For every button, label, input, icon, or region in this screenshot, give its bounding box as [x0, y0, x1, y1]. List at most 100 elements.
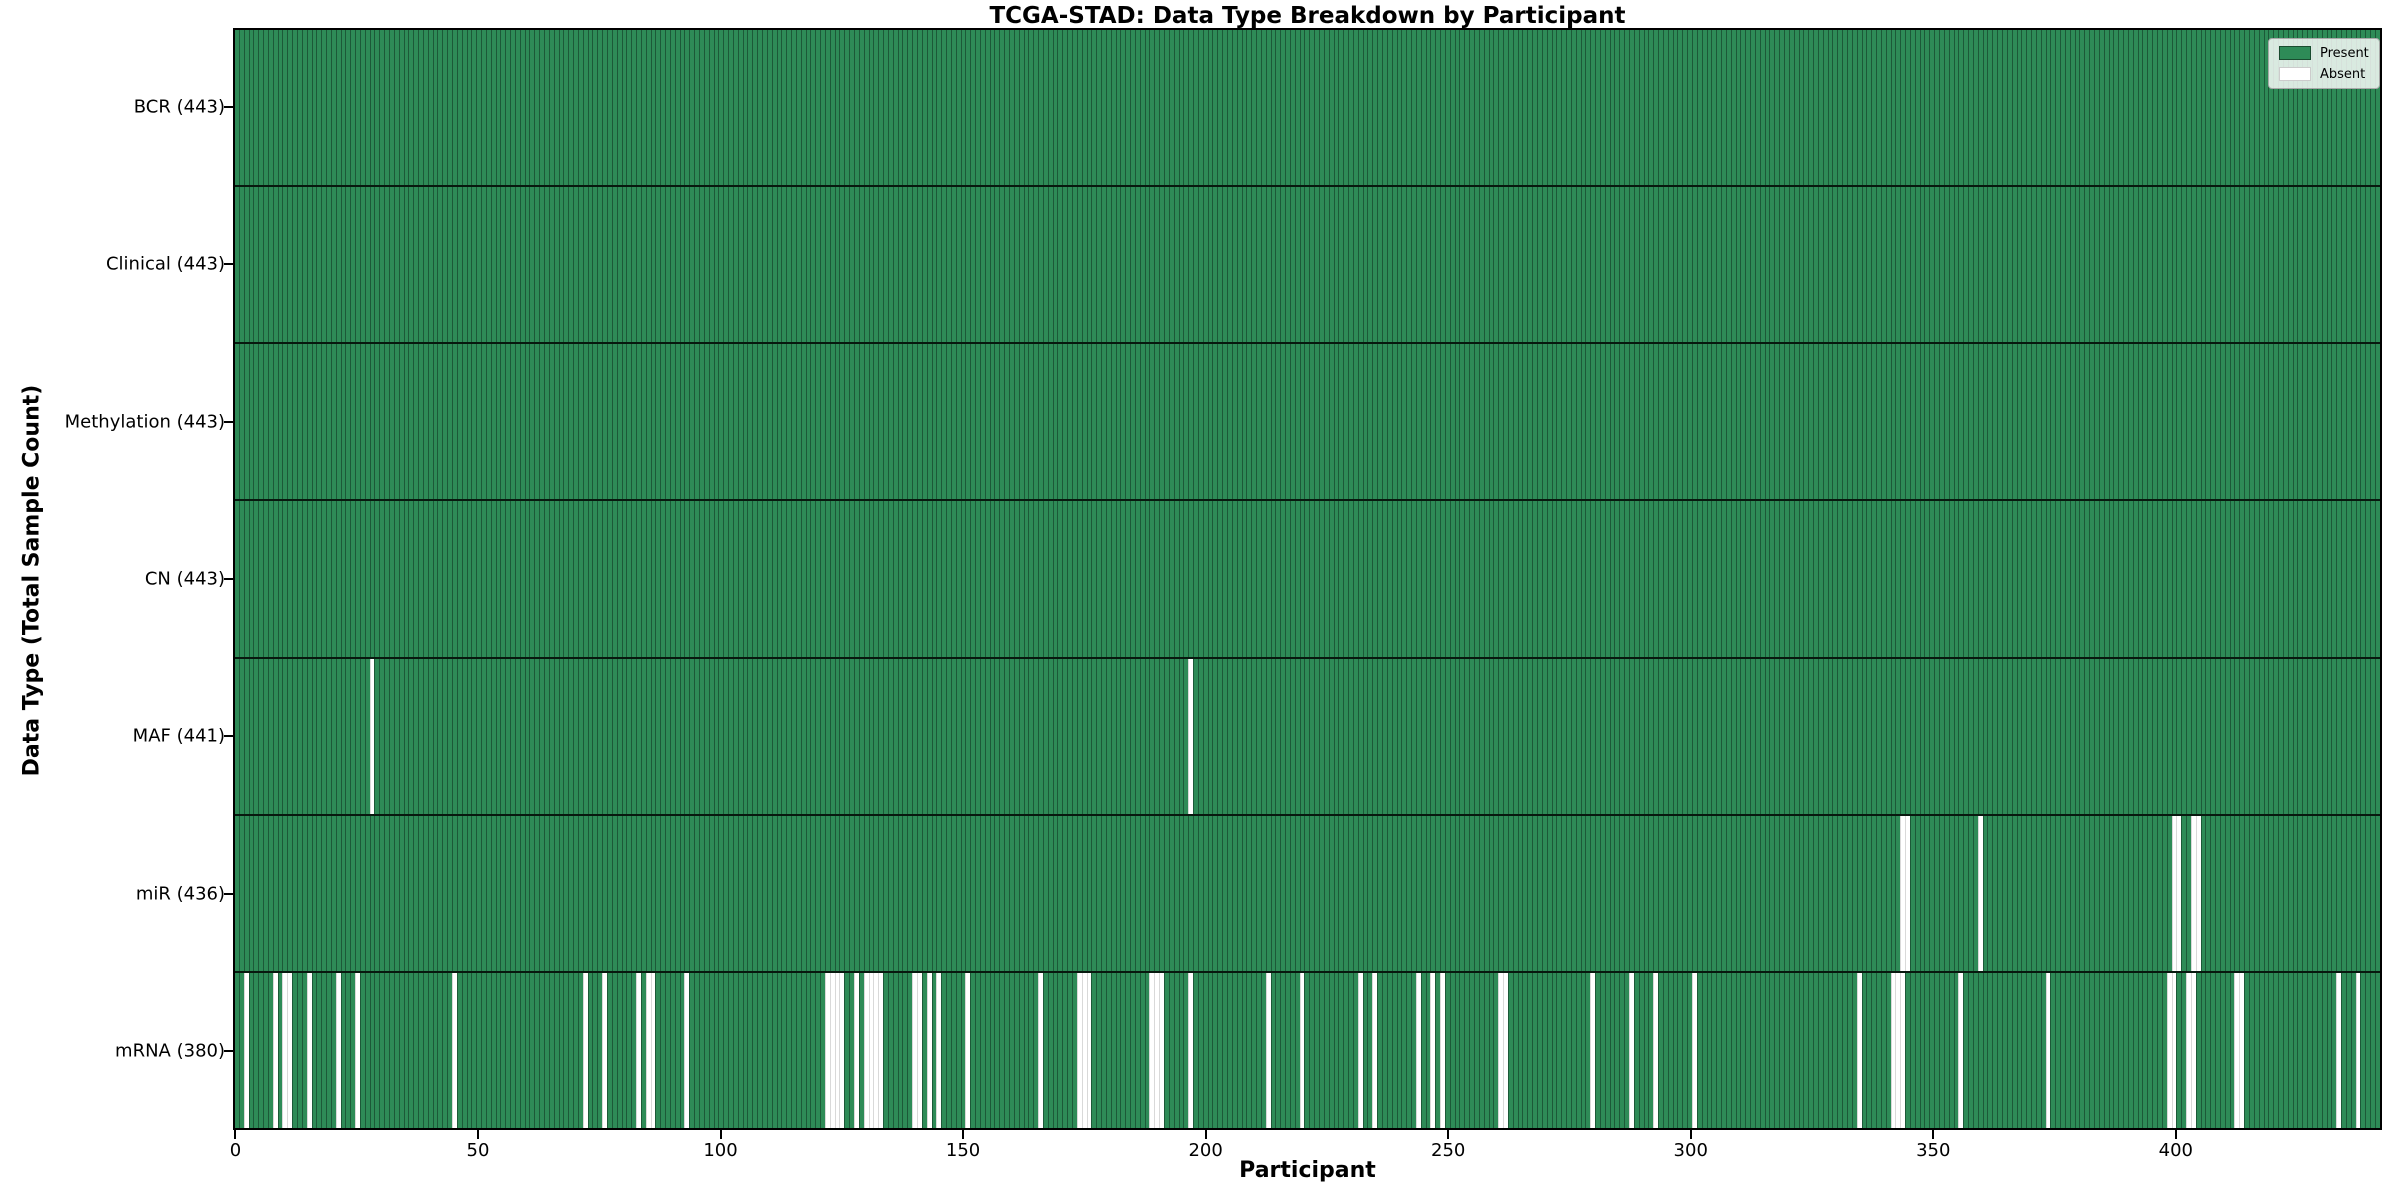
matrix-cell — [1474, 344, 1479, 500]
matrix-cell — [471, 815, 477, 971]
matrix-cell — [1822, 501, 1828, 657]
matrix-cell — [544, 658, 549, 814]
matrix-cell — [500, 30, 506, 186]
matrix-cell — [1653, 344, 1659, 500]
matrix-cell — [849, 658, 854, 814]
matrix-cell — [1507, 815, 1513, 971]
matrix-cell — [2156, 972, 2162, 1128]
matrix-cell — [1696, 344, 1702, 500]
matrix-cell — [1803, 501, 1809, 657]
matrix-cell — [766, 501, 772, 657]
matrix-cell — [301, 972, 307, 1128]
matrix-cell — [916, 658, 922, 814]
matrix-cell — [2031, 30, 2036, 186]
matrix-cell — [2307, 30, 2312, 186]
matrix-cell — [975, 658, 980, 814]
matrix-cell — [1779, 187, 1784, 343]
matrix-cell — [2229, 501, 2235, 657]
matrix-cell — [1769, 658, 1775, 814]
matrix-cell — [1275, 344, 1281, 500]
matrix-cell — [640, 658, 646, 814]
matrix-cell — [669, 815, 675, 971]
matrix-cell — [442, 972, 448, 1128]
matrix-cell — [854, 344, 859, 500]
matrix-cell — [1081, 658, 1087, 814]
matrix-cell — [660, 501, 666, 657]
matrix-cell — [1696, 187, 1702, 343]
matrix-cell — [235, 187, 239, 343]
matrix-cell — [432, 187, 438, 343]
matrix-cell — [1721, 30, 1726, 186]
matrix-cell — [2127, 187, 2133, 343]
matrix-cell — [2074, 815, 2080, 971]
matrix-cell — [1924, 972, 1930, 1128]
matrix-cell — [824, 501, 830, 657]
y-tick-label: BCR (443) — [133, 96, 225, 118]
matrix-cell — [1842, 815, 1847, 971]
matrix-cell — [2273, 30, 2279, 186]
matrix-cell — [1367, 30, 1373, 186]
matrix-cell — [1333, 344, 1339, 500]
matrix-cell — [916, 815, 922, 971]
matrix-cell — [1890, 344, 1896, 500]
matrix-cell — [1701, 344, 1707, 500]
matrix-cell — [1498, 187, 1504, 343]
matrix-cell — [795, 972, 801, 1128]
matrix-cell — [1352, 344, 1358, 500]
matrix-cell — [1842, 658, 1847, 814]
legend-swatch-present — [2279, 46, 2311, 60]
matrix-cell — [636, 658, 641, 814]
matrix-cell — [1614, 972, 1620, 1128]
matrix-cell — [984, 187, 990, 343]
matrix-cell — [946, 972, 951, 1128]
matrix-cell — [1566, 501, 1571, 657]
matrix-cell — [1168, 344, 1174, 500]
matrix-cell — [1905, 658, 1910, 814]
matrix-cell — [1948, 344, 1954, 500]
matrix-cell — [2026, 658, 2032, 814]
matrix-cell — [408, 187, 414, 343]
matrix-cell — [1798, 30, 1804, 186]
matrix-cell — [703, 187, 709, 343]
matrix-cell — [1725, 972, 1731, 1128]
matrix-cell — [1469, 815, 1474, 971]
matrix-cell — [1076, 187, 1082, 343]
matrix-cell — [1352, 815, 1358, 971]
matrix-cell — [626, 972, 632, 1128]
matrix-cell — [761, 344, 767, 500]
matrix-cell — [1362, 815, 1368, 971]
matrix-cell — [568, 972, 574, 1128]
matrix-cell — [631, 187, 637, 343]
matrix-cell — [2321, 658, 2327, 814]
matrix-cell — [1701, 501, 1707, 657]
matrix-cell — [2200, 658, 2206, 814]
matrix-cell — [984, 658, 990, 814]
matrix-cell — [534, 501, 540, 657]
matrix-cell — [1880, 30, 1886, 186]
matrix-cell — [1018, 344, 1024, 500]
matrix-cell — [2113, 501, 2119, 657]
matrix-cell — [1575, 187, 1581, 343]
matrix-cell — [747, 187, 753, 343]
matrix-cell — [437, 344, 443, 500]
matrix-cell — [1294, 30, 1300, 186]
matrix-cell — [897, 658, 903, 814]
matrix-cell — [335, 501, 341, 657]
matrix-cell — [946, 658, 951, 814]
matrix-cell — [2316, 972, 2322, 1128]
matrix-cell — [2045, 30, 2051, 186]
matrix-cell — [1372, 658, 1378, 814]
matrix-cell — [548, 815, 554, 971]
matrix-cell — [946, 815, 951, 971]
matrix-cell — [1391, 344, 1397, 500]
matrix-cell — [1784, 30, 1789, 186]
matrix-cell — [1028, 972, 1034, 1128]
matrix-cell — [1425, 815, 1431, 971]
matrix-cell — [926, 30, 932, 186]
matrix-cell — [2215, 972, 2220, 1128]
matrix-cell — [369, 187, 375, 343]
matrix-cell — [1062, 344, 1068, 500]
matrix-cell — [466, 344, 472, 500]
matrix-cell — [2060, 658, 2065, 814]
matrix-cell — [582, 972, 588, 1128]
